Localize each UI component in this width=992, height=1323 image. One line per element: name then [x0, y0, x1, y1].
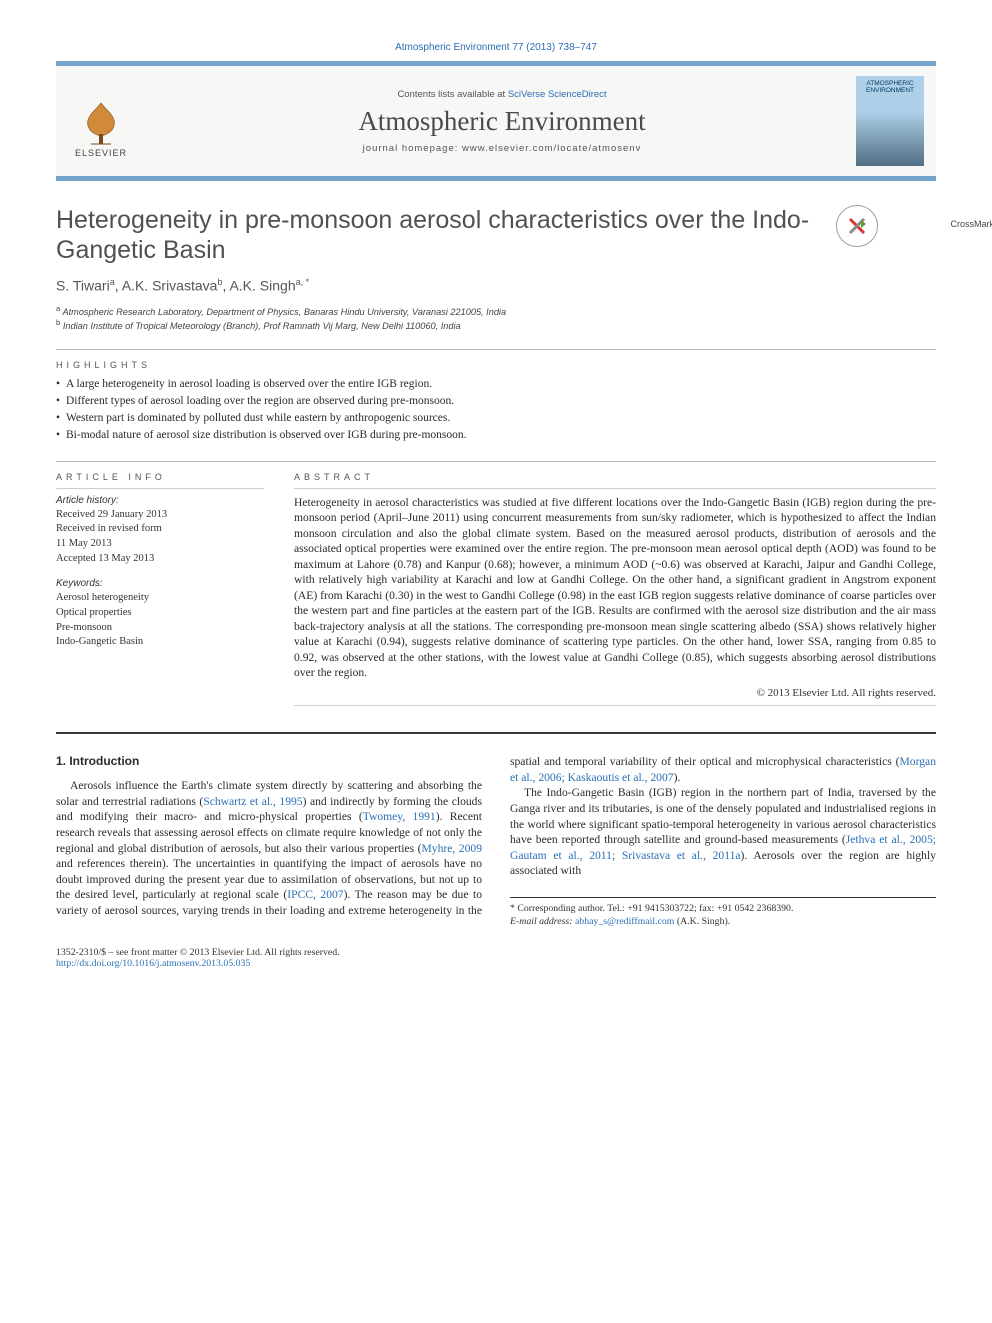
rule: [56, 461, 936, 462]
article-history: Received 29 January 2013 Received in rev…: [56, 508, 264, 567]
main-rule: [56, 732, 936, 734]
article-history-label: Article history:: [56, 495, 264, 506]
abstract-label: ABSTRACT: [294, 472, 936, 482]
keywords-list: Aerosol heterogeneity Optical properties…: [56, 591, 264, 650]
cover-word-2: ENVIRONMENT: [866, 87, 914, 94]
journal-banner: ELSEVIER Contents lists available at Sci…: [56, 61, 936, 181]
citation-link[interactable]: IPCC, 2007: [287, 888, 343, 901]
article-title: Heterogeneity in pre-monsoon aerosol cha…: [56, 205, 826, 265]
crossmark-icon: [843, 212, 871, 240]
keyword: Aerosol heterogeneity: [56, 591, 264, 606]
publisher-logo[interactable]: ELSEVIER: [68, 84, 134, 158]
corresponding-author: * Corresponding author. Tel.: +91 941530…: [510, 897, 936, 928]
highlights-label: HIGHLIGHTS: [56, 360, 936, 370]
text-run: ).: [674, 771, 681, 784]
corr-email-link[interactable]: abhay_s@rediffmail.com: [575, 916, 674, 927]
keyword: Indo-Gangetic Basin: [56, 635, 264, 650]
highlight-item: Western part is dominated by polluted du…: [56, 410, 936, 427]
highlight-item: Bi-modal nature of aerosol size distribu…: [56, 427, 936, 444]
corr-line: * Corresponding author. Tel.: +91 941530…: [510, 902, 936, 915]
citation-link[interactable]: Schwartz et al., 1995: [203, 795, 302, 808]
elsevier-tree-icon: [76, 98, 126, 148]
email-label: E-mail address:: [510, 916, 575, 927]
keyword: Optical properties: [56, 606, 264, 621]
received-date: Received 29 January 2013: [56, 508, 264, 523]
sep: ,: [115, 278, 122, 294]
doi-link[interactable]: http://dx.doi.org/10.1016/j.atmosenv.201…: [56, 958, 250, 969]
author-2[interactable]: A.K. Srivastava: [122, 278, 218, 294]
journal-homepage-line: journal homepage: www.elsevier.com/locat…: [148, 143, 856, 154]
author-3[interactable]: A.K. Singh: [229, 278, 295, 294]
cover-word-1: ATMOSPHERIC: [866, 80, 913, 87]
rule: [294, 488, 936, 489]
highlight-item: Different types of aerosol loading over …: [56, 393, 936, 410]
accepted-date: Accepted 13 May 2013: [56, 552, 264, 567]
keyword: Pre-monsoon: [56, 621, 264, 636]
homepage-url[interactable]: www.elsevier.com/locate/atmosenv: [462, 143, 641, 154]
sciencedirect-link[interactable]: SciVerse ScienceDirect: [508, 89, 607, 100]
abstract-copyright: © 2013 Elsevier Ltd. All rights reserved…: [294, 687, 936, 699]
publisher-name: ELSEVIER: [75, 148, 127, 158]
article-info-label: ARTICLE INFO: [56, 472, 264, 482]
journal-reference-link[interactable]: Atmospheric Environment 77 (2013) 738–74…: [395, 42, 597, 53]
crossmark-label: CrossMark: [950, 219, 992, 229]
highlights-list: A large heterogeneity in aerosol loading…: [56, 376, 936, 445]
affiliations: a Atmospheric Research Laboratory, Depar…: [56, 304, 936, 333]
front-matter-line: 1352-2310/$ – see front matter © 2013 El…: [56, 947, 340, 958]
journal-cover-thumbnail[interactable]: ATMOSPHERIC ENVIRONMENT: [856, 76, 924, 166]
author-1[interactable]: S. Tiwari: [56, 278, 110, 294]
page-footer: 1352-2310/$ – see front matter © 2013 El…: [56, 947, 936, 969]
rule: [294, 705, 936, 706]
revised-date: 11 May 2013: [56, 537, 264, 552]
journal-title: Atmospheric Environment: [148, 106, 856, 137]
homepage-prefix: journal homepage:: [363, 143, 462, 154]
citation-link[interactable]: Twomey, 1991: [363, 810, 436, 823]
highlight-item: A large heterogeneity in aerosol loading…: [56, 376, 936, 393]
section-heading: 1. Introduction: [56, 754, 482, 768]
author-3-affil: a, *: [296, 277, 310, 287]
authors-line: S. Tiwaria, A.K. Srivastavab, A.K. Singh…: [56, 277, 936, 294]
keywords-label: Keywords:: [56, 578, 264, 589]
body-text: 1. Introduction Aerosols influence the E…: [56, 754, 936, 929]
contents-prefix: Contents lists available at: [397, 89, 507, 100]
affiliation-a: Atmospheric Research Laboratory, Departm…: [62, 307, 506, 317]
journal-reference: Atmospheric Environment 77 (2013) 738–74…: [56, 42, 936, 53]
citation-link[interactable]: Myhre, 2009: [421, 842, 482, 855]
email-tail: (A.K. Singh).: [674, 916, 730, 927]
rule: [56, 488, 264, 489]
contents-available-line: Contents lists available at SciVerse Sci…: [148, 89, 856, 100]
rule: [56, 349, 936, 350]
paragraph: The Indo-Gangetic Basin (IGB) region in …: [510, 785, 936, 879]
revised-label: Received in revised form: [56, 522, 264, 537]
affiliation-b: Indian Institute of Tropical Meteorology…: [63, 321, 461, 331]
abstract-text: Heterogeneity in aerosol characteristics…: [294, 495, 936, 681]
crossmark-button[interactable]: [836, 205, 878, 247]
